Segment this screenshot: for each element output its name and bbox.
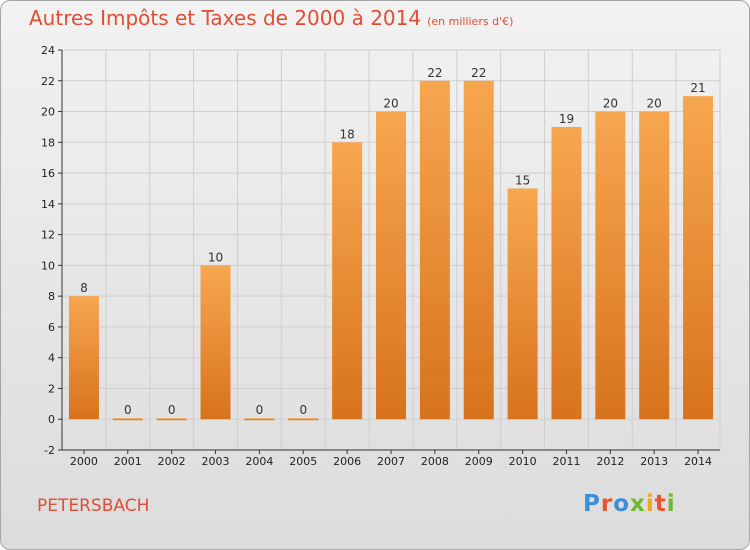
value-label: 20 — [383, 97, 398, 111]
bar-2008 — [419, 80, 450, 420]
y-tick-label: 10 — [41, 259, 55, 272]
bar-2009 — [463, 80, 494, 420]
bar-2001 — [112, 418, 143, 421]
value-label: 8 — [80, 281, 88, 295]
x-tick-label: 2008 — [421, 455, 449, 468]
commune-name: PETERSBACH — [37, 496, 150, 516]
value-label: 10 — [208, 250, 223, 264]
bar-2006 — [332, 142, 363, 420]
x-tick-label: 2013 — [640, 455, 668, 468]
x-tick-label: 2000 — [70, 455, 98, 468]
logo-letter: P — [583, 491, 601, 517]
chart-title-text: Autres Impôts et Taxes de 2000 à 2014 — [29, 6, 422, 30]
y-tick-label: 20 — [41, 106, 55, 119]
y-tick-label: -2 — [44, 444, 55, 457]
x-tick-label: 2010 — [509, 455, 537, 468]
value-label: 21 — [690, 81, 705, 95]
bar-2002 — [156, 418, 187, 421]
logo-letter: t — [654, 491, 667, 517]
proxiti-logo: Proxiti — [583, 491, 676, 517]
value-label: 0 — [299, 403, 307, 417]
y-tick-label: 8 — [48, 290, 55, 303]
bar-2011 — [551, 126, 582, 420]
bar-2000 — [68, 296, 99, 420]
x-tick-label: 2014 — [684, 455, 712, 468]
bar-2005 — [288, 418, 319, 421]
y-tick-label: 2 — [48, 382, 55, 395]
bar-2004 — [244, 418, 275, 421]
y-tick-label: 6 — [48, 321, 55, 334]
value-label: 22 — [427, 66, 442, 80]
x-tick-label: 2012 — [596, 455, 624, 468]
x-tick-label: 2002 — [158, 455, 186, 468]
value-label: 20 — [603, 97, 618, 111]
value-label: 0 — [256, 403, 264, 417]
bar-2014 — [683, 96, 714, 420]
value-label: 19 — [559, 112, 574, 126]
y-tick-label: 24 — [41, 44, 55, 57]
x-tick-label: 2004 — [245, 455, 273, 468]
logo-letter: i — [666, 491, 676, 517]
value-label: 18 — [339, 127, 354, 141]
x-tick-label: 2001 — [114, 455, 142, 468]
chart-title: Autres Impôts et Taxes de 2000 à 2014 (en… — [29, 6, 513, 30]
logo-letter: o — [613, 491, 631, 517]
y-tick-label: 12 — [41, 229, 55, 242]
x-tick-label: 2006 — [333, 455, 361, 468]
value-label: 0 — [168, 403, 176, 417]
value-label: 15 — [515, 173, 530, 187]
logo-letter: x — [630, 491, 646, 517]
bar-2003 — [200, 265, 231, 420]
logo-letter: r — [600, 491, 614, 517]
value-label: 22 — [471, 66, 486, 80]
x-tick-label: 2005 — [289, 455, 317, 468]
x-tick-label: 2009 — [465, 455, 493, 468]
logo-letter: i — [645, 491, 655, 517]
y-tick-label: 4 — [48, 352, 55, 365]
x-tick-label: 2003 — [202, 455, 230, 468]
bar-2007 — [376, 111, 406, 420]
x-tick-label: 2007 — [377, 455, 405, 468]
value-label: 0 — [124, 403, 132, 417]
value-label: 20 — [647, 97, 662, 111]
y-tick-label: 0 — [48, 413, 55, 426]
bar-2010 — [507, 188, 538, 420]
bar-2013 — [639, 111, 670, 420]
bar-2012 — [595, 111, 626, 420]
bar-layer: 8 0 0 10 0 0 18 20 22 22 15 19 20 20 21 — [68, 66, 714, 421]
x-tick-label: 2011 — [552, 455, 580, 468]
y-tick-label: 18 — [41, 136, 55, 149]
chart-title-unit: (en milliers d'€) — [427, 15, 514, 28]
y-tick-label: 14 — [41, 198, 55, 211]
y-tick-label: 16 — [41, 167, 55, 180]
y-tick-label: 22 — [41, 75, 55, 88]
